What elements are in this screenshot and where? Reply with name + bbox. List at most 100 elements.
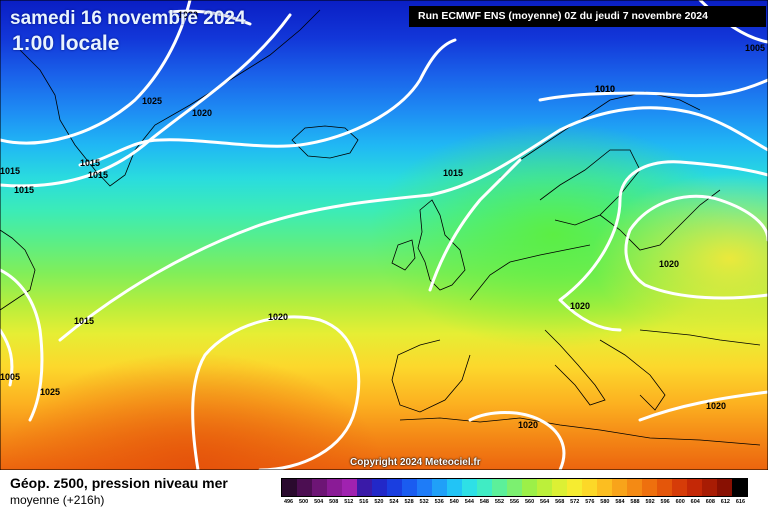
ireland-coast <box>391 239 416 271</box>
isobar-label: 1010 <box>595 84 615 94</box>
scale-tick-label: 576 <box>585 499 595 505</box>
isobar-label: 1015 <box>80 158 100 168</box>
scale-swatch <box>567 479 582 496</box>
isobar-label: 1025 <box>40 387 60 397</box>
scale-tick-label: 528 <box>404 499 414 505</box>
baltic-coast <box>599 189 721 251</box>
scale-tick-label: 504 <box>314 499 324 505</box>
scale-tick-label: 544 <box>464 499 474 505</box>
italy-coast <box>544 329 606 406</box>
scale-tick-label: 572 <box>570 499 580 505</box>
isobar-1025-east <box>624 194 768 300</box>
scale-swatch <box>312 479 327 496</box>
scale-swatch <box>327 479 342 496</box>
scale-tick-label: 524 <box>389 499 399 505</box>
scale-tick-label: 616 <box>735 499 746 505</box>
scale-tick-label: 496 <box>283 499 294 505</box>
balkans-coast <box>599 329 761 411</box>
scale-tick-label: 588 <box>630 499 640 505</box>
scale-swatch <box>507 479 522 496</box>
isobar-label: 1010 <box>595 84 615 94</box>
coastlines <box>0 9 761 446</box>
scale-swatch <box>372 479 387 496</box>
isobar-1015-arctic <box>78 38 457 167</box>
isobar-label: 1015 <box>14 185 34 195</box>
scale-swatch <box>642 479 657 496</box>
forecast-date: samedi 16 novembre 2024 <box>10 8 246 29</box>
isobar-label: 1020 <box>192 108 212 118</box>
isobar-1020-southeast <box>638 390 768 422</box>
legend-subtitle: moyenne (+216h) <box>10 493 105 507</box>
scale-tick-label: 612 <box>720 499 730 505</box>
scale-tick-label: 500 <box>299 499 309 505</box>
scale-tick-label: 520 <box>374 499 384 505</box>
scale-tick-label: 508 <box>329 499 339 505</box>
scale-swatch <box>282 479 297 496</box>
scale-tick-label: 568 <box>555 499 565 505</box>
iceland-coast <box>291 125 359 159</box>
scale-swatch <box>297 479 312 496</box>
isobar-1025 <box>0 0 192 145</box>
scale-swatch <box>702 479 717 496</box>
scale-tick-label: 560 <box>524 499 535 505</box>
run-info-box <box>409 6 766 27</box>
run-info-text: Run ECMWF ENS (moyenne) 0Z du jeudi 7 no… <box>418 10 708 22</box>
scale-tick-label: 584 <box>615 499 625 505</box>
scale-swatch <box>417 479 432 496</box>
isobar-label: 1020 <box>518 420 538 430</box>
scale-swatch <box>552 479 567 496</box>
scale-swatch <box>462 479 477 496</box>
scale-swatch <box>717 479 732 496</box>
isobar-label: 1020 <box>268 312 288 322</box>
scale-swatch <box>657 479 672 496</box>
scale-tick-label: 552 <box>494 499 505 505</box>
isobar-1015-scandi <box>428 158 522 292</box>
isobar-labels: 1030 1025 1020 1015 1015 1015 1015 1015 1010 1005… <box>0 10 765 430</box>
isobar-label: 1025 <box>142 96 162 106</box>
isobar-label: 1030 <box>178 10 198 20</box>
legend-title: Géop. z500, pression niveau mer <box>10 475 228 491</box>
scale-swatch <box>537 479 552 496</box>
forecast-time: 1:00 locale <box>12 32 120 55</box>
forecast-map: 1030 1025 1020 1015 1015 1015 1015 1015 1010 1005… <box>0 0 768 470</box>
scale-tick-label: 600 <box>675 499 685 505</box>
scandinavia-coast <box>499 91 701 226</box>
scale-tick-label: 580 <box>600 499 610 505</box>
isobar-1020-south <box>468 411 566 470</box>
scale-swatch <box>342 479 357 496</box>
color-scale-ticks: 496 500 504 508 512 516 520 524 528 532 536 540 544 5… <box>281 499 748 509</box>
scale-tick-label: 556 <box>509 499 520 505</box>
isobar-1005 <box>698 0 768 44</box>
scale-tick-label: 604 <box>690 499 700 505</box>
isobar-label: 1015 <box>0 166 20 176</box>
scale-swatch <box>687 479 702 496</box>
scale-swatch <box>492 479 507 496</box>
scale-swatch <box>672 479 687 496</box>
scale-tick-label: 512 <box>344 499 354 505</box>
isobar-label: 1005 <box>745 43 765 53</box>
scale-swatch <box>582 479 597 496</box>
copyright-notice: Copyright 2024 Meteociel.fr <box>350 457 481 468</box>
scale-swatch <box>357 479 372 496</box>
scale-tick-label: 596 <box>660 499 670 505</box>
isobar-1010-west <box>0 268 44 422</box>
warm-core-shading <box>0 0 768 470</box>
isobar-1015-atlantic <box>58 106 768 342</box>
scale-swatch <box>447 479 462 496</box>
isobar-label: 1015 <box>443 168 463 178</box>
britain-coast <box>417 199 466 291</box>
scale-tick-label: 536 <box>434 499 444 505</box>
isobar-1030 <box>168 9 252 26</box>
greenland-coast <box>19 9 321 187</box>
isobar-label: 1020 <box>659 259 679 269</box>
continent-coast <box>391 244 591 413</box>
scale-swatch <box>477 479 492 496</box>
scale-tick-label: 532 <box>419 499 429 505</box>
isobar-label: 1020 <box>706 401 726 411</box>
isobar-1005-west <box>0 328 14 387</box>
scale-swatch <box>627 479 642 496</box>
scale-tick-label: 564 <box>540 499 550 505</box>
scale-tick-label: 548 <box>479 499 489 505</box>
scale-swatch <box>402 479 417 496</box>
scale-tick-label: 516 <box>359 499 369 505</box>
